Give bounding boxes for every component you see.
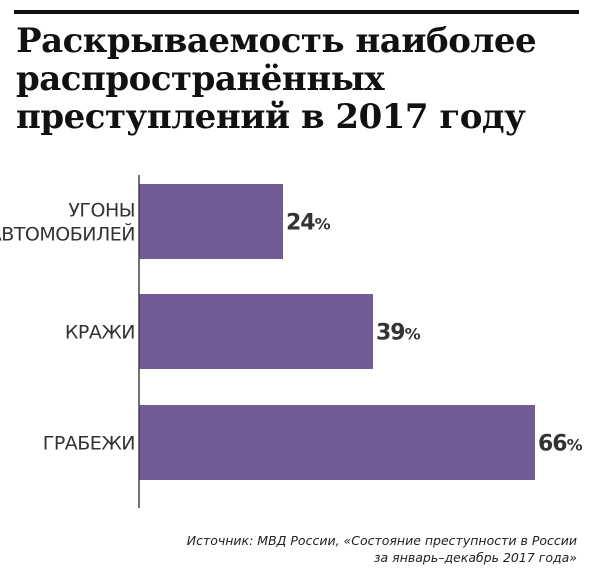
top-rule <box>14 10 579 14</box>
value-label-3: 66% <box>538 432 583 457</box>
category-label-2-1: КРАЖИ <box>65 322 135 344</box>
title-line-2: распространённых <box>16 59 385 99</box>
source-line-1: Источник: МВД России, «Состояние преступ… <box>186 533 577 548</box>
source-line-2: за январь–декабрь 2017 года» <box>373 550 577 565</box>
source-note: Источник: МВД России, «Состояние преступ… <box>107 532 577 566</box>
category-label-1-1: УГОНЫ <box>68 200 135 222</box>
value-label-2: 39% <box>376 321 421 346</box>
bar-2 <box>139 294 373 369</box>
value-label-1: 24% <box>286 211 331 236</box>
bar-3 <box>139 405 535 480</box>
bar-1 <box>139 184 283 259</box>
category-label-3-1: ГРАБЕЖИ <box>43 433 135 455</box>
title-line-1: Раскрываемость наиболее <box>16 21 537 61</box>
category-label-1-2: АВТОМОБИЛЕЙ <box>0 223 135 246</box>
chart-title: Раскрываемость наиболее распространённых… <box>16 22 576 136</box>
title-line-3: преступлений в 2017 году <box>16 97 526 137</box>
